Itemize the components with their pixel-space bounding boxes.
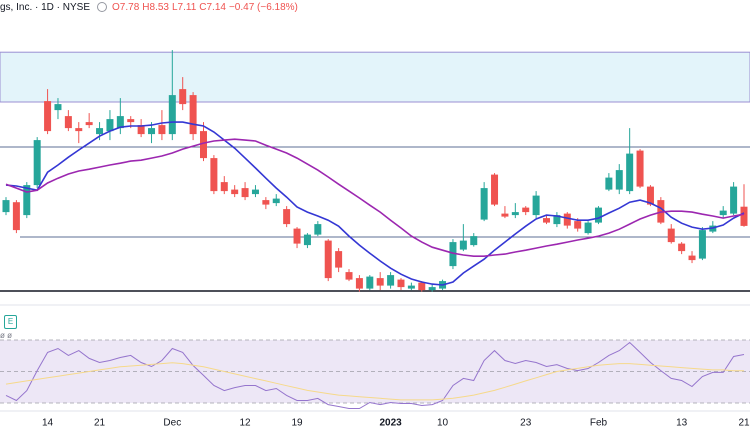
candle-body	[626, 153, 634, 192]
candle-body	[678, 243, 686, 252]
earnings-badge[interactable]: E	[4, 315, 17, 329]
candle-body	[501, 213, 509, 217]
ohlc-close: C7.14	[199, 1, 226, 13]
candle-body	[189, 95, 197, 135]
candle-body	[85, 122, 93, 126]
candle-body	[137, 125, 145, 135]
price-zone	[0, 51, 750, 103]
candle-body	[148, 128, 156, 135]
candle-body	[179, 89, 187, 105]
x-tick-label: 12	[240, 418, 252, 429]
x-tick-label: 23	[520, 418, 532, 429]
candle-body	[636, 150, 644, 187]
candle-body	[366, 276, 374, 289]
ohlc-low: L7.11	[171, 1, 197, 13]
candle-body	[698, 230, 706, 259]
candle-body	[2, 200, 10, 213]
candle-body	[688, 255, 696, 261]
candle-body	[397, 279, 405, 288]
candle-body	[428, 287, 436, 291]
candle-body	[407, 285, 415, 289]
candle-body	[220, 182, 228, 192]
candle-body	[740, 206, 748, 226]
candle-body	[272, 198, 280, 204]
candle-body	[283, 209, 291, 225]
candle-body	[303, 234, 311, 246]
candle-body	[75, 128, 83, 132]
candle-body	[376, 278, 384, 286]
candle-body	[158, 125, 166, 135]
x-tick-label: Feb	[590, 418, 608, 429]
candle-body	[730, 186, 738, 214]
candle-body	[96, 128, 104, 135]
candle-body	[231, 189, 239, 195]
candle-body	[387, 275, 395, 286]
symbol-title: gs, Inc. · 1D · NYSE	[0, 1, 91, 13]
candle-body	[574, 221, 582, 229]
candle-body	[12, 202, 20, 231]
x-tick-label: 13	[676, 418, 688, 429]
candle-body	[106, 119, 114, 132]
candle-body	[251, 189, 259, 195]
candle-body	[615, 170, 623, 190]
candle-body	[584, 222, 592, 234]
x-tick-label: Dec	[163, 418, 181, 429]
moving-average	[5, 121, 745, 286]
symbol-header: gs, Inc. · 1D · NYSE O7.78 H8.53 L7.11 C…	[0, 0, 298, 14]
candle-body	[480, 188, 488, 220]
candle-body	[563, 213, 571, 226]
candle-body	[470, 236, 478, 246]
x-tick-label: 21	[738, 418, 750, 429]
ohlc-change: −0.47 (−6.18%)	[228, 1, 298, 13]
candle-body	[355, 278, 363, 289]
candle-body	[324, 240, 332, 279]
candle-body	[199, 131, 207, 159]
candle-body	[44, 101, 52, 132]
candle-body	[719, 210, 727, 216]
x-tick-label: 21	[94, 418, 106, 429]
candle-body	[262, 200, 270, 205]
candle-body	[459, 240, 467, 250]
candle-body	[449, 242, 457, 267]
candle-body	[667, 228, 675, 243]
candle-body	[553, 215, 561, 225]
candle-body	[241, 188, 249, 198]
x-tick-label: 14	[42, 418, 54, 429]
status-dot	[97, 2, 108, 12]
candle-body	[116, 116, 124, 129]
candle-body	[168, 95, 176, 135]
candle-body	[522, 207, 530, 213]
x-tick-label: 19	[291, 418, 303, 429]
candle-body	[127, 119, 135, 123]
indicator-line	[5, 362, 744, 401]
candle-body	[605, 177, 613, 190]
candle-body	[345, 272, 353, 280]
candle-body	[594, 207, 602, 223]
candle-body	[314, 224, 322, 235]
x-tick-label: 2023	[379, 418, 402, 429]
ohlc-open: O7.78	[112, 1, 140, 13]
candle-body	[532, 195, 540, 216]
candle-body	[418, 282, 426, 291]
candle-body	[335, 251, 343, 268]
candle-body	[293, 228, 301, 244]
indicator-label: ø ø	[0, 331, 12, 340]
candle-body	[543, 218, 551, 223]
candle-body	[646, 186, 654, 205]
candle-body	[54, 104, 62, 111]
x-tick-label: 10	[437, 418, 449, 429]
candle-body	[210, 158, 218, 192]
ohlc-high: H8.53	[142, 1, 169, 13]
candle-body	[23, 185, 31, 216]
candle-body	[33, 140, 41, 186]
candle-body	[511, 212, 519, 216]
indicator-line	[5, 341, 745, 409]
moving-average	[5, 138, 745, 257]
candle-body	[64, 116, 72, 129]
candle-body	[491, 174, 499, 205]
